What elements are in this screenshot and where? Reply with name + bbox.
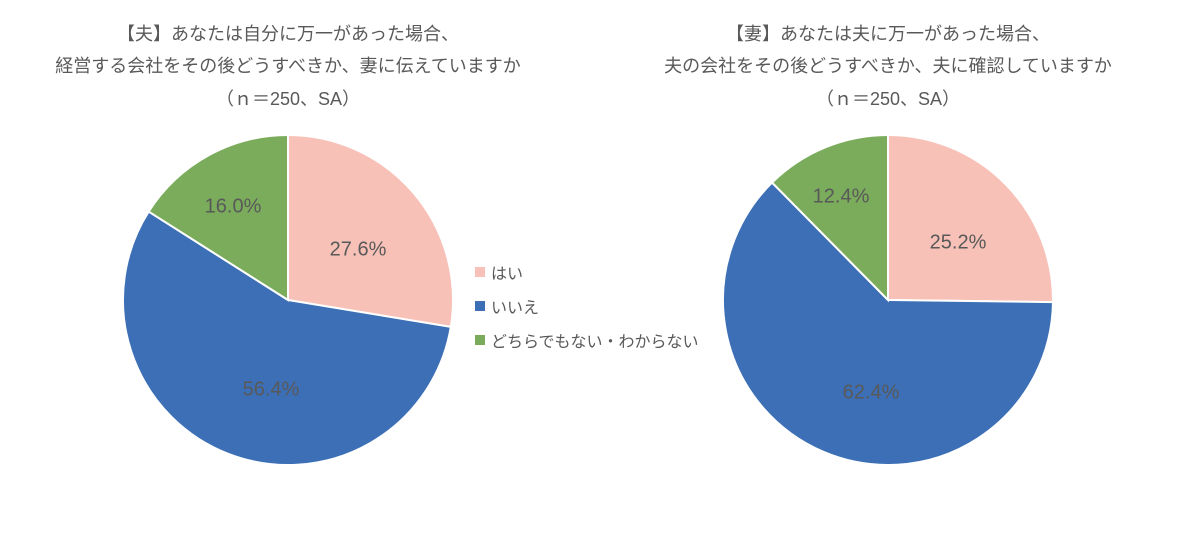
legend-swatch [475,335,485,345]
right-chart-title: 【妻】あなたは夫に万一があった場合、 夫の会社をその後どうすべきか、夫に確認して… [664,0,1112,125]
pie-slice [288,135,453,327]
legend-item: どちらでもない・わからない [475,328,699,352]
pie-percent-label: 27.6% [330,239,387,262]
pie-percent-label: 12.4% [813,186,870,209]
chart-container: 【夫】あなたは自分に万一があった場合、 経営する会社をその後どうすべきか、妻に伝… [0,0,1200,537]
legend-label: いいえ [491,294,539,318]
legend-item: いいえ [475,294,699,318]
legend-item: はい [475,260,699,284]
left-pie: 27.6% 56.4% 16.0% [123,135,453,465]
legend: はいいいえどちらでもない・わからない [475,260,699,352]
left-chart-title: 【夫】あなたは自分に万一があった場合、 経営する会社をその後どうすべきか、妻に伝… [55,0,520,125]
pie-percent-label: 16.0% [205,196,262,219]
pie-percent-label: 25.2% [930,232,987,255]
pie-percent-label: 56.4% [243,379,300,402]
legend-label: どちらでもない・わからない [491,328,699,352]
legend-label: はい [491,260,523,284]
legend-swatch [475,301,485,311]
right-pie: 25.2% 62.4% 12.4% [723,135,1053,465]
pie-slice [888,135,1053,302]
pie-percent-label: 62.4% [843,382,900,405]
legend-swatch [475,267,485,277]
